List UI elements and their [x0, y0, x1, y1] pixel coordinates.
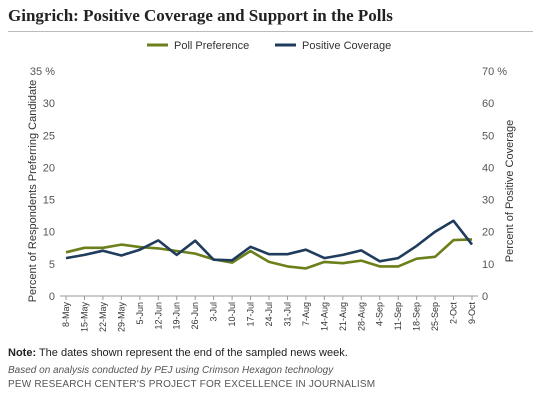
- right-tick-label: 10: [482, 259, 494, 271]
- left-axis-label: Percent of Respondents Preferring Candid…: [27, 80, 39, 303]
- note-text: The dates shown represent the end of the…: [36, 347, 348, 359]
- left-tick-label: 15: [43, 195, 55, 207]
- right-tick-label: 20: [482, 227, 494, 239]
- x-tick-label: 2-Oct: [449, 302, 459, 325]
- left-tick-label: 30: [43, 98, 55, 110]
- x-tick-label: 26-Jun: [190, 302, 200, 330]
- x-tick-label: 22-May: [98, 302, 108, 333]
- x-tick-label: 29-May: [116, 302, 126, 333]
- left-tick-label: 5: [49, 259, 55, 271]
- x-tick-label: 5-Jun: [135, 302, 145, 325]
- x-tick-label: 10-Jul: [227, 302, 237, 327]
- right-tick-label: 40: [482, 162, 494, 174]
- left-tick-label: 0: [49, 291, 55, 303]
- right-tick-label: 70 %: [482, 66, 507, 78]
- x-tick-label: 11-Sep: [393, 302, 403, 330]
- left-tick-label: 25: [43, 130, 55, 142]
- legend-label-poll-preference: Poll Preference: [174, 40, 249, 52]
- x-tick-label: 7-Aug: [301, 302, 311, 326]
- x-axis: 8-May 15-May 22-May 29-May 5-Jun 12-Jun 19-Jun…: [61, 296, 477, 332]
- x-tick-label: 31-Jul: [282, 302, 292, 327]
- x-tick-label: 18-Sep: [412, 302, 422, 331]
- credit-line: PEW RESEARCH CENTER'S PROJECT FOR EXCELL…: [8, 379, 376, 390]
- chart-note: Note: The dates shown represent the end …: [8, 347, 348, 359]
- x-tick-label: 8-May: [61, 302, 71, 328]
- left-y-axis: 0 5 10 15 20 25 30 35 %: [30, 66, 55, 303]
- right-tick-label: 60: [482, 98, 494, 110]
- x-tick-label: 15-May: [79, 302, 89, 333]
- chart-title: Gingrich: Positive Coverage and Support …: [8, 6, 393, 25]
- note-label: Note:: [8, 347, 37, 359]
- x-tick-label: 4-Sep: [375, 302, 385, 326]
- x-tick-label: 3-Jul: [209, 302, 219, 322]
- x-tick-label: 28-Aug: [356, 302, 366, 331]
- left-tick-label: 20: [43, 162, 55, 174]
- x-tick-label: 24-Jul: [264, 302, 274, 327]
- title-divider: [8, 31, 533, 32]
- left-tick-label: 10: [43, 227, 55, 239]
- x-tick-label: 21-Aug: [338, 302, 348, 331]
- x-tick-label: 9-Oct: [467, 302, 477, 325]
- series-line-poll-preference: [65, 238, 473, 270]
- x-tick-label: 19-Jun: [172, 302, 182, 330]
- left-tick-label: 35 %: [30, 66, 55, 78]
- legend: Poll Preference Positive Coverage: [147, 40, 391, 52]
- source-line: Based on analysis conducted by PEJ using…: [8, 365, 334, 376]
- right-axis-label: Percent of Positive Coverage: [504, 120, 516, 262]
- right-tick-label: 30: [482, 195, 494, 207]
- line-chart: Poll Preference Positive Coverage 0 5 10 15…: [27, 40, 516, 332]
- right-tick-label: 0: [482, 291, 488, 303]
- x-tick-label: 12-Jun: [153, 302, 163, 330]
- series-line-positive-coverage: [65, 219, 474, 263]
- x-tick-label: 25-Sep: [430, 302, 440, 331]
- x-tick-label: 17-Jul: [246, 302, 256, 327]
- right-tick-label: 50: [482, 130, 494, 142]
- x-tick-label: 14-Aug: [319, 302, 329, 331]
- right-y-axis: 0 10 20 30 40 50 60 70 %: [482, 66, 507, 303]
- series-lines: [65, 219, 474, 270]
- legend-label-positive-coverage: Positive Coverage: [302, 40, 391, 52]
